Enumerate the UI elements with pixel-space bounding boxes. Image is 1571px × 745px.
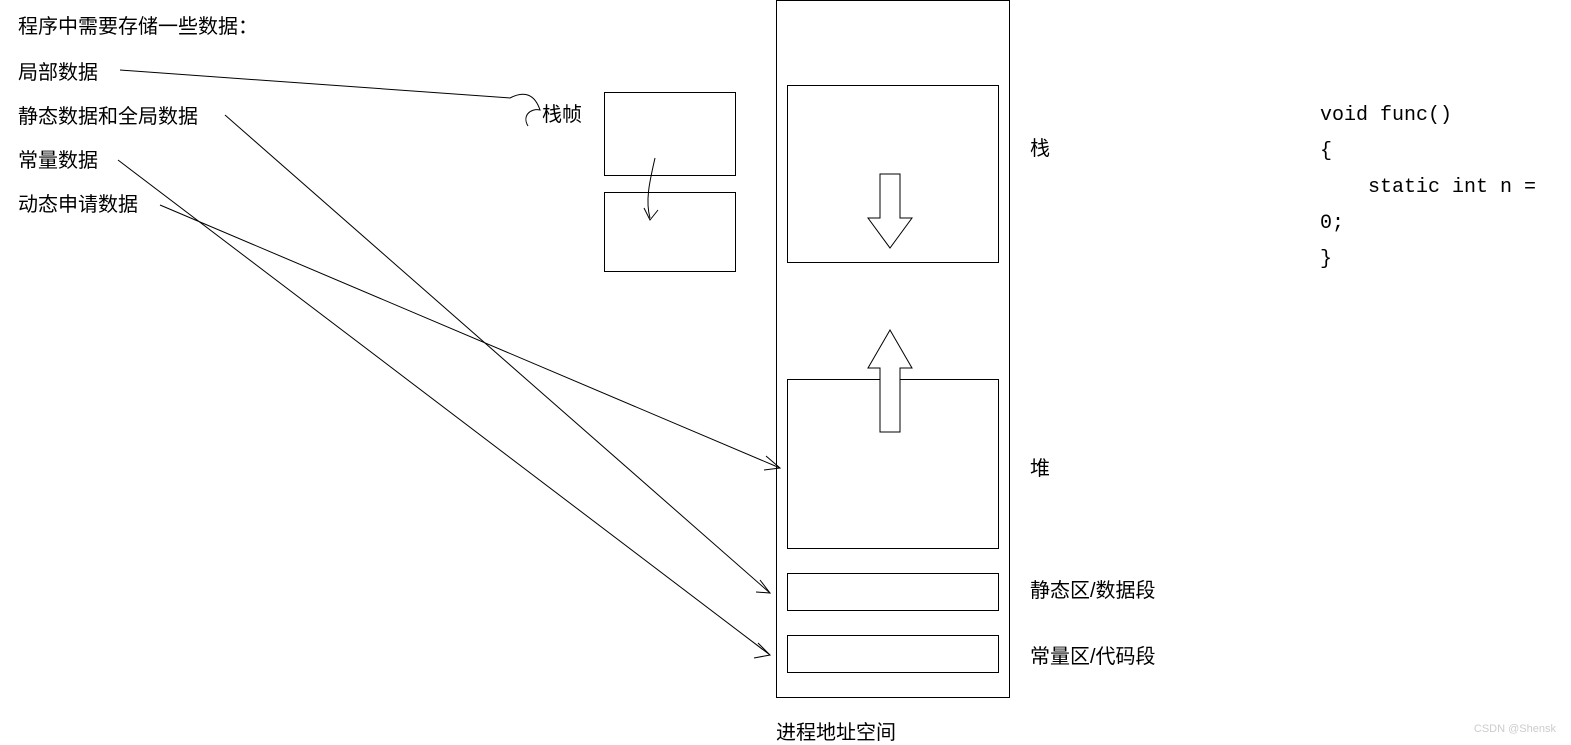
stack-frame-box-1 xyxy=(604,92,736,176)
static-region xyxy=(787,573,999,611)
stack-region xyxy=(787,85,999,263)
heap-region xyxy=(787,379,999,549)
code-line-2: { xyxy=(1320,134,1571,170)
left-title: 程序中需要存储一些数据： xyxy=(18,10,258,39)
static-region-label: 静态区/数据段 xyxy=(1030,574,1156,603)
code-line-1: void func() xyxy=(1320,98,1571,134)
stack-frame-box-2 xyxy=(604,192,736,272)
memory-container xyxy=(776,0,1010,698)
heap-region-label: 堆 xyxy=(1030,452,1050,481)
left-label-const: 常量数据 xyxy=(18,144,98,173)
stack-region-label: 栈 xyxy=(1030,132,1050,161)
const-region xyxy=(787,635,999,673)
watermark: CSDN @Shensk xyxy=(1474,723,1556,735)
code-line-4: } xyxy=(1320,242,1571,278)
left-label-heap: 动态申请数据 xyxy=(18,188,138,217)
memory-title: 进程地址空间 xyxy=(776,716,896,745)
const-region-label: 常量区/代码段 xyxy=(1030,640,1156,669)
left-label-static: 静态数据和全局数据 xyxy=(18,100,198,129)
code-block: void func() { static int n = 0; } xyxy=(1320,98,1571,278)
left-label-local: 局部数据 xyxy=(18,56,98,85)
code-line-3: static int n = 0; xyxy=(1320,170,1571,242)
stack-frame-label: 栈帧 xyxy=(542,98,582,127)
